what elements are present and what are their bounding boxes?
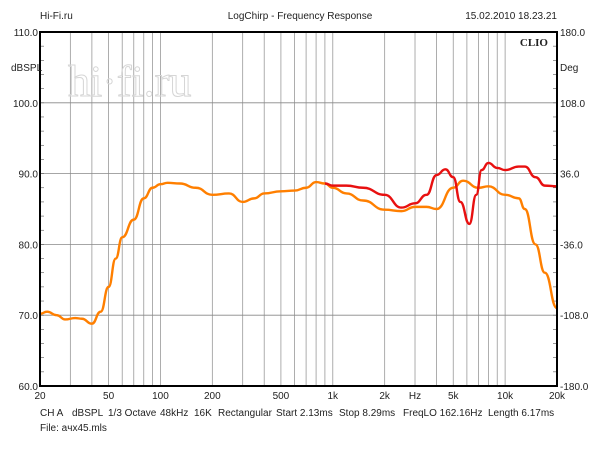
plot-frame	[39, 31, 558, 387]
y-tick-label: 110.0	[14, 28, 39, 39]
x-tick-label: Hz	[409, 391, 421, 402]
footer-param: Rectangular	[218, 408, 273, 419]
footer-param: dBSPL	[72, 408, 104, 419]
grid	[39, 31, 557, 387]
y-axis-label: dBSPL	[11, 63, 43, 74]
file-name: File: aчх45.mls	[40, 423, 107, 434]
footer-param: Start 2.13ms	[276, 408, 333, 419]
x-tick-label: 100	[152, 391, 169, 402]
y2-tick-label: -36.0	[560, 240, 583, 251]
watermark-logo: hi·fi.ru	[68, 57, 191, 106]
x-tick-label: 5k	[448, 391, 460, 402]
series-line-orange	[39, 179, 559, 325]
series-group	[39, 161, 559, 325]
axis-labels: 110.0 100.0 90.0 80.0 70.0 60.0 180.0 108.0 36.0…	[13, 28, 589, 402]
footer-param: 48kHz	[160, 408, 188, 419]
y2-tick-label: 36.0	[560, 170, 580, 181]
x-tick-label: 2k	[379, 391, 391, 402]
chart-title: LogChirp - Frequency Response	[228, 11, 373, 22]
footer-param: CH A	[40, 408, 64, 419]
y-tick-label: 80.0	[19, 240, 39, 251]
footer-param: Length 6.17ms	[488, 408, 554, 419]
x-tick-label: 500	[273, 391, 290, 402]
y2-tick-label: -180.0	[560, 382, 589, 393]
x-tick-label: 20k	[549, 391, 566, 402]
footer-param: 16K	[194, 408, 212, 419]
clio-brand: CLIO	[520, 37, 549, 49]
y-tick-label: 60.0	[19, 382, 39, 393]
y-tick-label: 90.0	[19, 170, 39, 181]
x-tick-label: 10k	[497, 391, 514, 402]
x-tick-label: 20	[34, 391, 46, 402]
y2-tick-label: -108.0	[560, 311, 589, 322]
x-tick-label: 200	[204, 391, 221, 402]
x-tick-label: 1k	[328, 391, 340, 402]
header-site: Hi-Fi.ru	[40, 11, 73, 22]
footer-param: FreqLO 162.16Hz	[403, 408, 483, 419]
y-tick-label: 70.0	[19, 311, 39, 322]
y2-tick-label: 180.0	[560, 28, 585, 39]
series-line-red	[324, 161, 558, 226]
footer-param: 1/3 Octave	[108, 408, 157, 419]
header-timestamp: 15.02.2010 18.23.21	[465, 11, 557, 22]
x-tick-label: 50	[103, 391, 115, 402]
y2-tick-label: 108.0	[560, 99, 585, 110]
y-tick-label: 100.0	[13, 99, 38, 110]
y2-axis-label: Deg	[560, 63, 578, 74]
footer-param: Stop 8.29ms	[339, 408, 395, 419]
